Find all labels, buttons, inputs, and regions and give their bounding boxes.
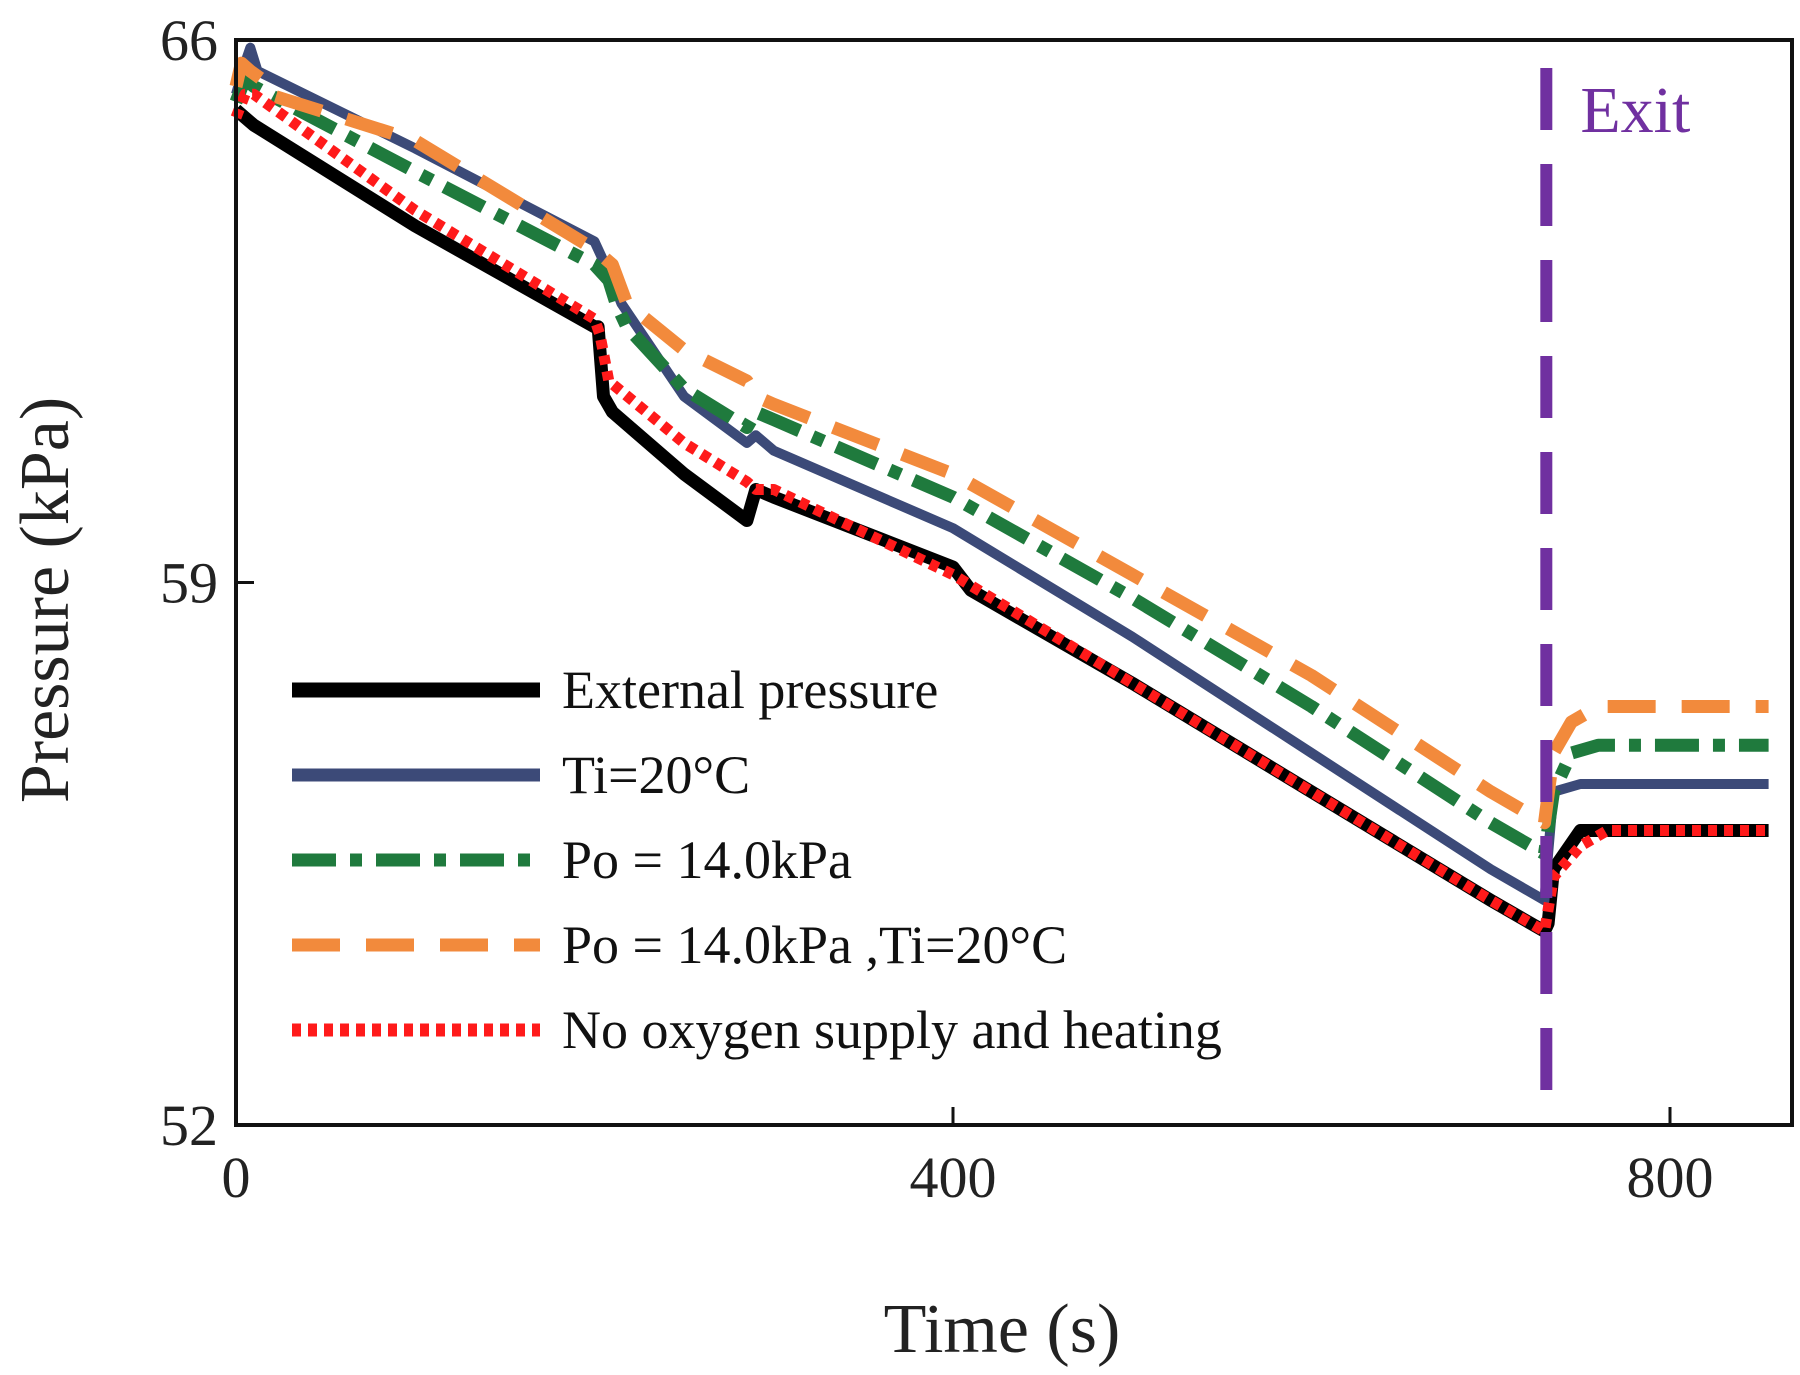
x-tick-label: 800: [1627, 1145, 1714, 1210]
series-line-5: [230, 88, 1769, 937]
legend: External pressure Ti=20°C Po = 14.0kPa Po =…: [292, 660, 1222, 1060]
x-axis-title: Time (s): [884, 1291, 1121, 1368]
y-axis-title: Pressure (kPa): [7, 397, 84, 803]
legend-label-2: Ti=20°C: [562, 745, 750, 805]
legend-label-5: No oxygen supply and heating: [562, 1000, 1222, 1060]
x-tick-label: 0: [222, 1145, 251, 1210]
legend-label-3: Po = 14.0kPa: [562, 830, 852, 890]
x-axis-ticks: 0 400 800: [222, 1107, 1714, 1210]
series-line-3: [229, 72, 1769, 861]
y-tick-label: 66: [160, 8, 218, 73]
x-tick-label: 400: [910, 1145, 997, 1210]
legend-label-1: External pressure: [562, 660, 938, 720]
y-tick-label: 59: [160, 551, 218, 616]
exit-label: Exit: [1580, 74, 1690, 147]
plot-frame: [234, 38, 1794, 1127]
y-axis-ticks: 52 59 66: [160, 8, 254, 1158]
series-line-4: [229, 56, 1769, 830]
legend-label-4: Po = 14.0kPa ,Ti=20°C: [562, 915, 1067, 975]
y-tick-label: 52: [160, 1093, 218, 1158]
series-layer: [229, 42, 1769, 938]
